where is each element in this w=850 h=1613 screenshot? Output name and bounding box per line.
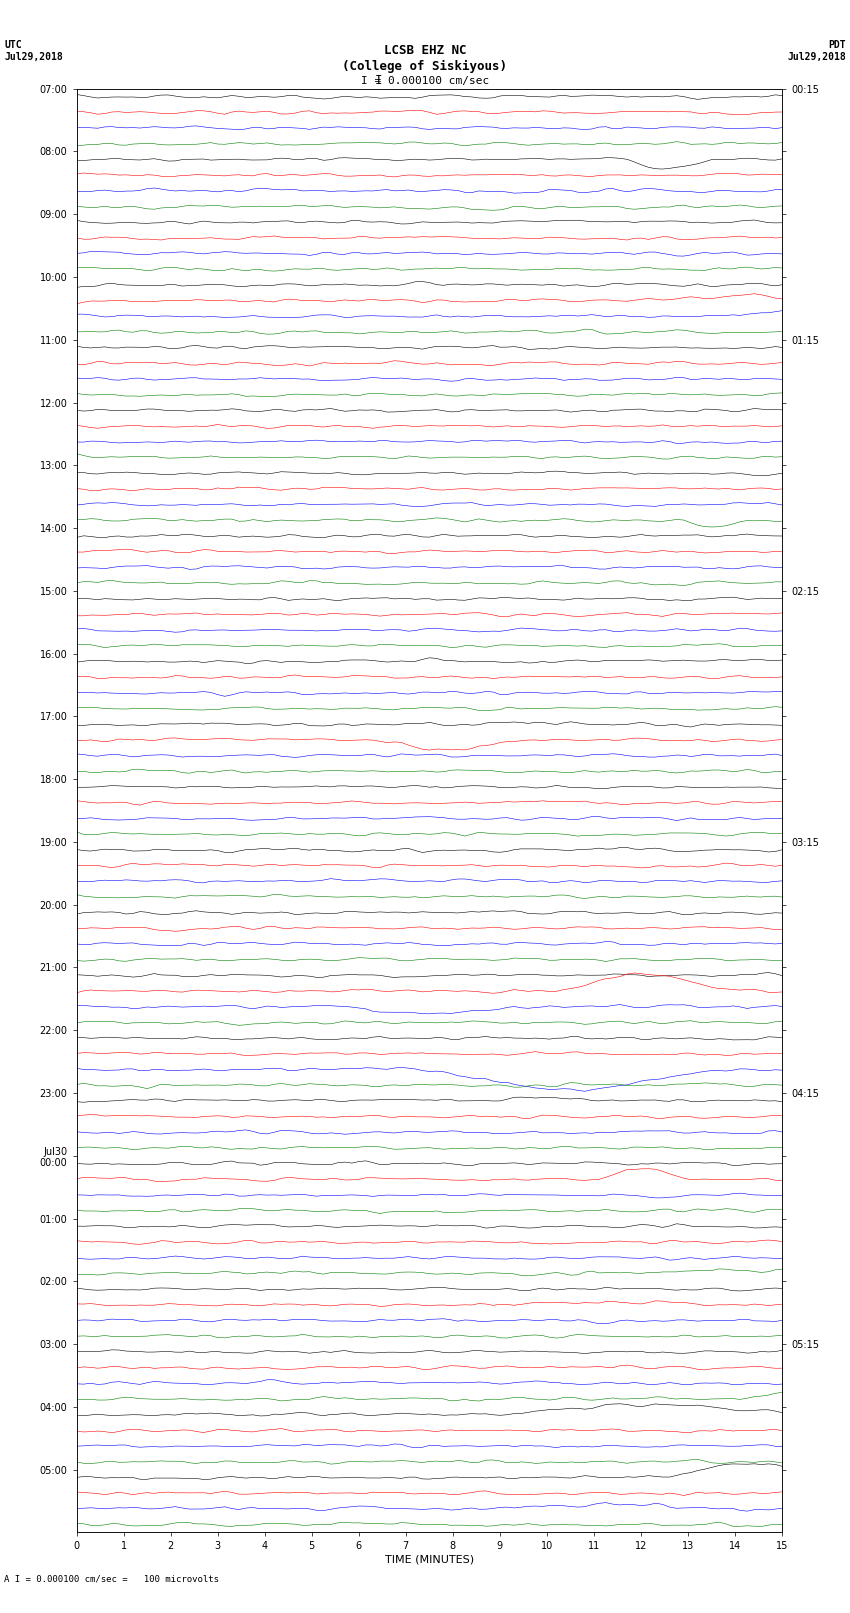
Text: (College of Siskiyous): (College of Siskiyous) [343, 60, 507, 73]
Text: I = 0.000100 cm/sec: I = 0.000100 cm/sec [361, 76, 489, 85]
Text: UTC
Jul29,2018: UTC Jul29,2018 [4, 40, 63, 61]
Text: A I = 0.000100 cm/sec =   100 microvolts: A I = 0.000100 cm/sec = 100 microvolts [4, 1574, 219, 1584]
Text: PDT
Jul29,2018: PDT Jul29,2018 [787, 40, 846, 61]
Text: I: I [375, 74, 382, 87]
Text: LCSB EHZ NC: LCSB EHZ NC [383, 44, 467, 56]
X-axis label: TIME (MINUTES): TIME (MINUTES) [385, 1555, 473, 1565]
